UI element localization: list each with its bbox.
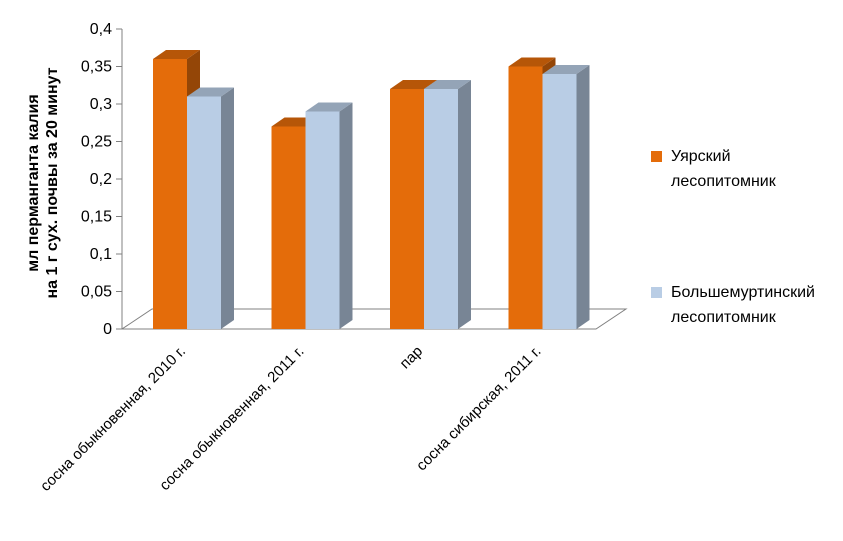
x-tick-label: сосна обыкновенная, 2011 г.	[156, 343, 307, 494]
bar-top	[390, 80, 437, 89]
bar-front	[187, 96, 221, 329]
y-tick-label: 0,2	[90, 171, 112, 188]
bar-side	[339, 102, 353, 329]
bar-front	[390, 89, 424, 329]
y-axis-title: мл перманганта калия на 1 г сух. почвы за…	[25, 67, 61, 298]
legend: Уярский лесопитомник Большемуртинский лесоп…	[651, 148, 815, 326]
y-tick-label: 0,35	[81, 59, 112, 76]
y-tick-label: 0	[103, 321, 112, 338]
bar-front	[271, 126, 306, 329]
y-tick-label: 0,25	[81, 134, 112, 151]
bar-top	[542, 65, 590, 74]
bar-front	[305, 111, 340, 329]
bar-top	[187, 87, 234, 97]
y-axis: 0 0,05 0,1 0,15 0,2 0,25 0,3 0,35 0,4	[81, 21, 123, 338]
legend-label: лесопитомник	[671, 309, 777, 326]
y-tick-label: 0,1	[90, 246, 112, 263]
y-tick-label: 0,4	[90, 21, 112, 38]
bar-top	[153, 50, 200, 59]
bar-side	[458, 80, 471, 329]
legend-swatch	[651, 287, 662, 298]
legend-swatch	[651, 151, 662, 162]
bar-front	[153, 59, 187, 329]
x-tick-label: сосна сибирская, 2011 г.	[413, 343, 544, 474]
x-tick-label: пар	[397, 343, 427, 373]
y-tick-label: 0,05	[81, 284, 112, 301]
bar	[305, 102, 353, 329]
bar-top	[305, 102, 353, 112]
legend-label: Уярский	[671, 148, 731, 165]
bar-top	[424, 80, 471, 89]
bars	[153, 50, 590, 329]
legend-label: Большемуртинский	[671, 284, 815, 301]
bar-front	[424, 89, 458, 329]
y-tick-label: 0,15	[81, 209, 112, 226]
legend-label: лесопитомник	[671, 173, 777, 190]
bar-side	[221, 87, 234, 329]
bar-front	[542, 74, 577, 329]
bar	[424, 80, 471, 329]
y-axis-label: на 1 г сух. почвы за 20 минут	[44, 67, 61, 298]
bar-side	[576, 65, 590, 329]
y-tick-label: 0,3	[90, 96, 112, 113]
bar	[542, 65, 590, 329]
legend-item: Уярский лесопитомник	[651, 148, 777, 190]
legend-item: Большемуртинский лесопитомник	[651, 284, 815, 326]
bar	[187, 87, 234, 329]
bar-top	[508, 57, 556, 67]
bar-front	[508, 66, 543, 329]
y-axis-label: мл перманганта калия	[25, 94, 42, 271]
x-axis: сосна обыкновенная, 2010 г.сосна обыкнов…	[37, 343, 545, 495]
